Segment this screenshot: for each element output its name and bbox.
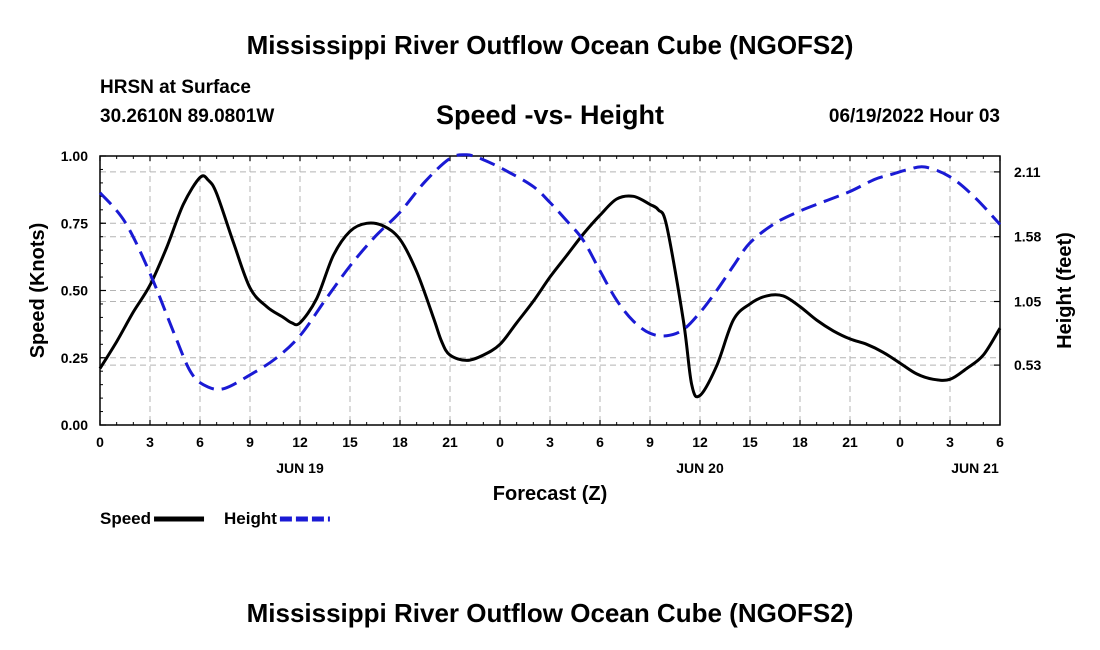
y-tick-label: 0.50 [61,283,88,299]
x-tick-label: 3 [146,434,154,450]
x-tick-label: 15 [742,434,758,450]
x-tick-label: 12 [292,434,308,450]
x-tick-label: 3 [546,434,554,450]
legend-label: Speed [100,509,151,528]
x-tick-label: 21 [842,434,858,450]
y2-axis-title: Height (feet) [1054,232,1076,349]
x-tick-label: 0 [496,434,504,450]
height-series-line [98,153,1002,391]
x-tick-label: 9 [646,434,654,450]
x-day-label: JUN 21 [951,460,999,476]
x-tick-label: 6 [196,434,204,450]
y-tick-label: 1.00 [61,148,88,164]
y2-tick-label: 1.05 [1014,294,1041,310]
x-tick-label: 12 [692,434,708,450]
x-tick-label: 21 [442,434,458,450]
y2-tick-label: 1.58 [1014,229,1041,245]
x-tick-label: 0 [896,434,904,450]
series-layer [98,153,1002,399]
x-tick-label: 18 [792,434,808,450]
legend-label: Height [224,509,277,528]
x-tick-label: 0 [96,434,104,450]
axis-ticks: 0 3 6 9 12 15 18 21 0 3 6 9 12 15 18 21 0 3 6 JUN 19 JUN 20 J… [61,148,1042,476]
x-tick-label: 18 [392,434,408,450]
y2-tick-label: 0.53 [1014,357,1041,373]
coordinates-label: 30.2610N 89.0801W [100,106,275,127]
x-axis-title: Forecast (Z) [493,483,607,505]
forecast-datetime: 06/19/2022 Hour 03 [828,106,1000,127]
x-tick-label: 6 [996,434,1004,450]
x-tick-label: 3 [946,434,954,450]
station-label: HRSN at Surface [100,77,251,98]
footer-title: Mississippi River Outflow Ocean Cube (NG… [246,598,854,628]
speed-series-line [98,174,1002,399]
chart-subtitle: Speed -vs- Height [435,100,665,130]
x-tick-label: 15 [342,434,358,450]
y2-tick-label: 2.11 [1014,164,1041,180]
x-day-label: JUN 19 [276,460,324,476]
y-tick-label: 0.00 [61,417,88,433]
x-day-label: JUN 20 [676,460,724,476]
x-tick-label: 6 [596,434,604,450]
y-tick-label: 0.75 [61,215,88,231]
legend: Speed Height [100,509,330,528]
x-tick-label: 9 [246,434,254,450]
y-axis-title: Speed (Knots) [27,223,49,359]
y-tick-label: 0.25 [61,350,88,366]
chart-title: Mississippi River Outflow Ocean Cube (NG… [246,30,854,60]
